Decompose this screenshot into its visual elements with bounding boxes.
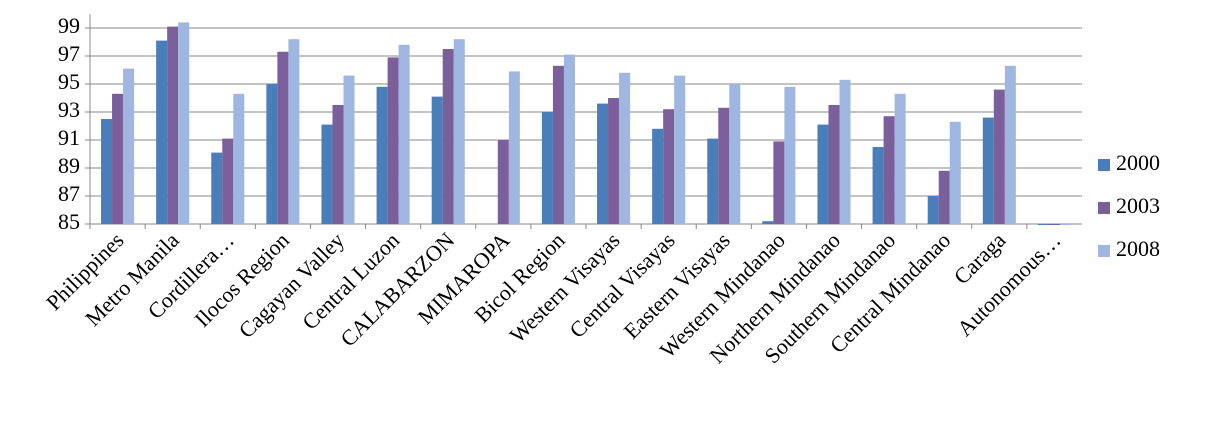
bar [949, 121, 961, 224]
bar [101, 119, 113, 224]
legend-swatch [1098, 202, 1110, 214]
bar [982, 117, 994, 224]
bar [872, 147, 884, 224]
y-tick-label: 85 [58, 209, 80, 234]
bar [1048, 224, 1060, 225]
bar [442, 49, 454, 224]
y-tick-label: 95 [58, 69, 80, 94]
bar [652, 128, 664, 224]
bar [376, 86, 388, 224]
bar [597, 103, 609, 224]
legend-swatch [1098, 245, 1110, 257]
bar [839, 79, 851, 224]
bar [894, 93, 906, 224]
bar [332, 105, 344, 224]
bar [707, 138, 719, 224]
bar [1059, 224, 1071, 225]
bar [321, 124, 333, 224]
bar [1037, 224, 1049, 225]
y-tick-label: 89 [58, 153, 80, 178]
bar [1004, 65, 1016, 224]
bar [343, 75, 355, 224]
bar [663, 109, 675, 224]
y-tick-label: 91 [58, 125, 80, 150]
bar [563, 54, 575, 224]
legend-label: 2000 [1116, 150, 1160, 175]
bar [178, 22, 190, 225]
bar [817, 124, 829, 224]
bar [784, 86, 796, 224]
bar [387, 57, 399, 225]
y-tick-label: 93 [58, 97, 80, 122]
bar [112, 93, 124, 224]
bar [277, 51, 289, 224]
bar [211, 152, 223, 224]
bar [674, 75, 686, 224]
bar [927, 196, 939, 224]
bar [828, 105, 840, 224]
bar [729, 84, 741, 224]
legend-swatch [1098, 159, 1110, 171]
bar [508, 71, 520, 225]
y-tick-label: 99 [58, 13, 80, 38]
legend-label: 2003 [1116, 193, 1160, 218]
bar [156, 40, 168, 224]
bar [718, 107, 730, 224]
bar [762, 221, 774, 224]
bar [883, 116, 895, 224]
bar [222, 138, 234, 224]
y-tick-label: 97 [58, 41, 80, 66]
bar [619, 72, 631, 224]
bar [608, 98, 620, 224]
bar [938, 170, 950, 224]
bar [398, 44, 410, 224]
bar [497, 140, 509, 224]
bar [552, 65, 564, 224]
bar [288, 39, 300, 225]
y-tick-label: 87 [58, 181, 80, 206]
bar [773, 141, 785, 224]
bar [993, 89, 1005, 224]
bar [453, 39, 465, 225]
bar [167, 26, 179, 224]
bar [541, 112, 553, 224]
bar [431, 96, 443, 224]
bar [233, 93, 245, 224]
bar [123, 68, 135, 224]
bar [266, 84, 278, 224]
legend-label: 2008 [1116, 236, 1160, 261]
